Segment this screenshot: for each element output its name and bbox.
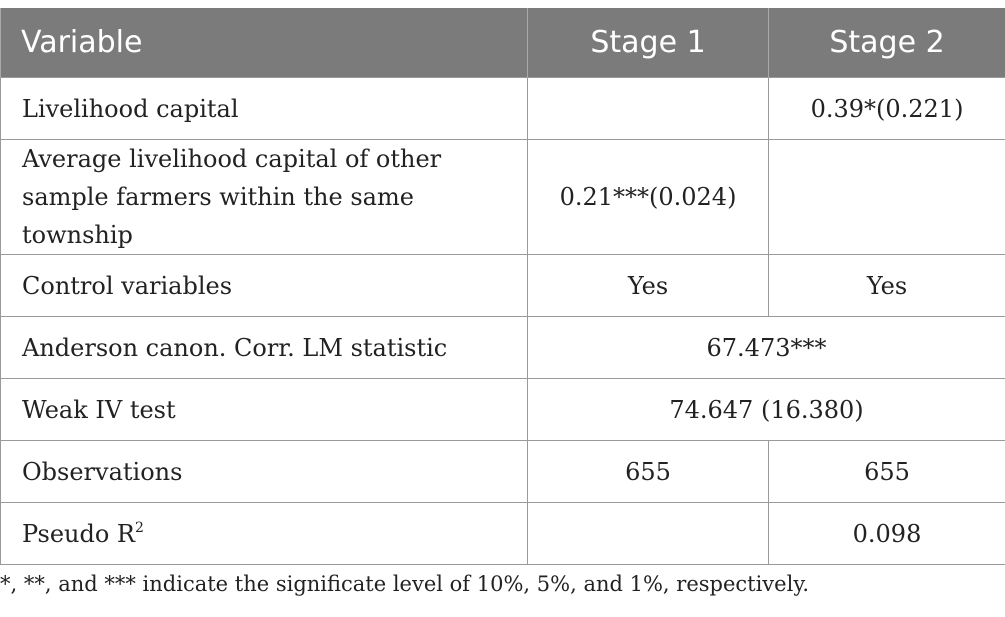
table-header: Variable Stage 1 Stage 2 — [0, 8, 1005, 78]
stage1-cell — [527, 77, 769, 140]
header-row: Variable Stage 1 Stage 2 — [0, 8, 1005, 78]
row-label: Anderson canon. Corr. LM statistic — [0, 316, 528, 379]
stage2-cell — [768, 139, 1005, 255]
stage2-cell: 0.39*(0.221) — [768, 77, 1005, 140]
table-row: Anderson canon. Corr. LM statistic 67.47… — [0, 316, 1005, 379]
table-row: Control variables Yes Yes — [0, 254, 1005, 317]
stage2-cell: Yes — [768, 254, 1005, 317]
superscript: 2 — [135, 519, 144, 536]
stage1-cell: 0.21***(0.024) — [527, 139, 769, 255]
row-label: Livelihood capital — [0, 77, 528, 140]
stage2-cell: 655 — [768, 440, 1005, 503]
stage2-cell: 0.098 — [768, 502, 1005, 565]
table-row: Weak IV test 74.647 (16.380) — [0, 378, 1005, 441]
regression-table-container: Variable Stage 1 Stage 2 Livelihood capi… — [0, 8, 1005, 565]
row-label-line1: Average livelihood capital of other — [22, 145, 442, 173]
merged-cell: 74.647 (16.380) — [527, 378, 1005, 441]
stage1-cell: Yes — [527, 254, 769, 317]
merged-cell: 67.473*** — [527, 316, 1005, 379]
header-stage2: Stage 2 — [768, 8, 1005, 78]
table-body: Livelihood capital 0.39*(0.221) Average … — [0, 77, 1005, 565]
table-row: Average livelihood capital of other samp… — [0, 139, 1005, 255]
stage1-cell — [527, 502, 769, 565]
regression-table: Variable Stage 1 Stage 2 Livelihood capi… — [0, 8, 1005, 565]
row-label: Weak IV test — [0, 378, 528, 441]
row-label: Average livelihood capital of other samp… — [0, 139, 528, 255]
table-footnote: *, **, and *** indicate the significate … — [0, 572, 810, 596]
header-variable: Variable — [0, 8, 528, 78]
table-row: Observations 655 655 — [0, 440, 1005, 503]
row-label: Pseudo R2 — [0, 502, 528, 565]
row-label-text: Pseudo R — [22, 519, 135, 548]
row-label: Observations — [0, 440, 528, 503]
table-row: Livelihood capital 0.39*(0.221) — [0, 77, 1005, 140]
row-label: Control variables — [0, 254, 528, 317]
table-row: Pseudo R2 0.098 — [0, 502, 1005, 565]
header-stage1: Stage 1 — [527, 8, 769, 78]
row-label-line2: sample farmers within the same township — [22, 183, 414, 249]
stage1-cell: 655 — [527, 440, 769, 503]
